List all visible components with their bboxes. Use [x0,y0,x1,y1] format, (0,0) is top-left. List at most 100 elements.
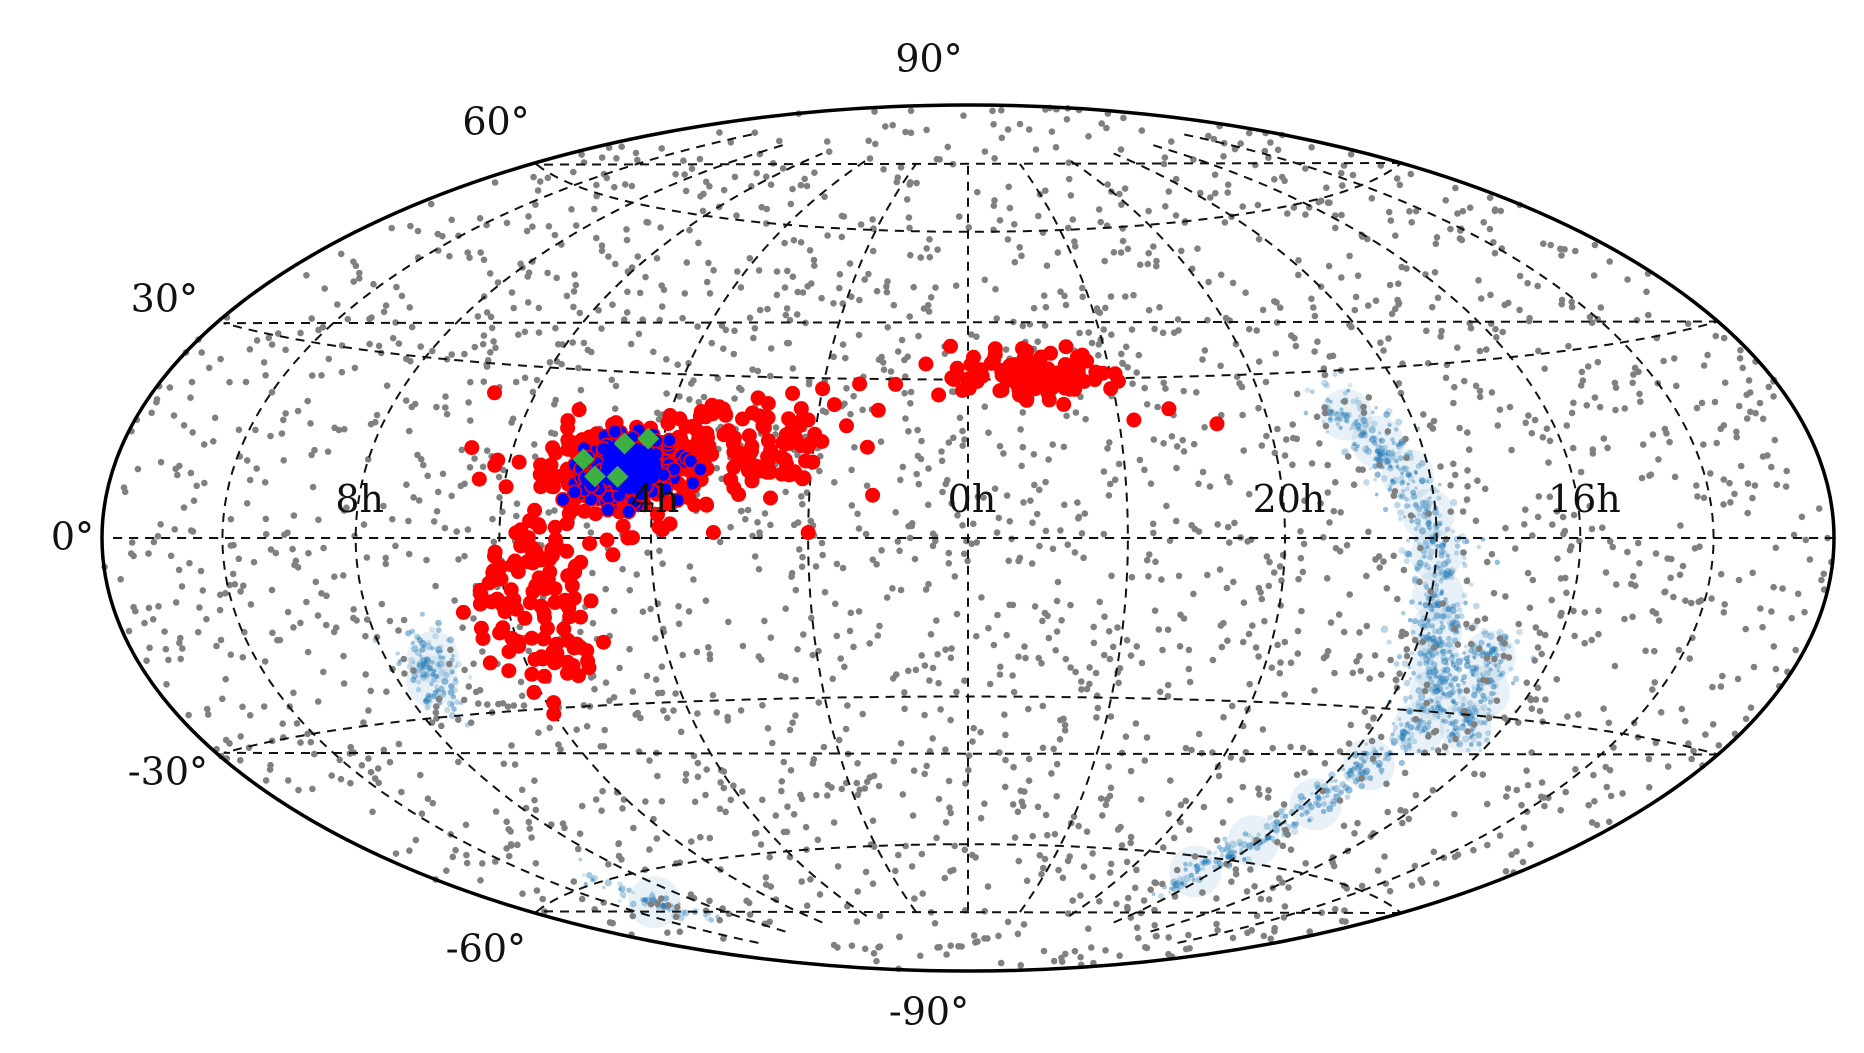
background-point [1016,120,1024,128]
density-point [629,900,637,908]
background-point [369,808,376,816]
background-point [1346,252,1353,260]
density-point [1363,776,1368,781]
background-point [1051,830,1059,838]
background-point [1534,644,1542,651]
background-point [953,610,961,618]
background-point [284,529,291,536]
background-point [1336,797,1344,804]
background-point [314,612,322,619]
background-point [918,437,925,445]
density-point [1408,677,1413,681]
background-point [960,112,967,119]
background-point [1548,596,1555,604]
density-point [1352,421,1358,427]
density-point [1427,668,1433,675]
density-point [1424,622,1431,629]
background-point [242,378,250,386]
density-point [1216,844,1222,850]
background-point [1569,444,1577,452]
background-point [884,324,891,331]
background-point [315,516,322,524]
background-point [1163,502,1170,510]
density-point [1437,482,1442,487]
density-point [1415,686,1423,695]
density-point [1452,724,1459,732]
background-point [524,299,532,306]
density-point [1396,654,1403,660]
background-point [700,393,708,401]
background-point [496,494,503,501]
background-point [1049,441,1056,448]
background-point [1364,235,1371,243]
background-point [525,818,533,826]
density-point [1426,519,1432,525]
background-point [1447,482,1454,489]
background-point [1018,462,1025,470]
density-point [1307,801,1313,807]
background-point [933,155,941,163]
density-point [1328,399,1333,404]
background-point [1337,509,1344,516]
background-point [1133,369,1140,376]
background-point [1515,620,1522,628]
background-point [217,355,224,363]
background-point [374,765,382,772]
cluster-point [695,409,710,425]
background-point [1403,652,1411,660]
background-point [1302,165,1309,172]
background-point [368,314,375,321]
density-point [436,651,442,657]
density-point [1402,466,1409,473]
cluster-point [650,506,665,522]
background-point [995,932,1002,940]
density-point [439,649,444,654]
background-point [1476,347,1484,355]
background-point [176,462,183,470]
background-point [907,388,915,396]
background-point [340,680,348,687]
background-point [751,325,759,332]
background-point [1064,224,1072,232]
density-point [395,651,400,656]
cluster-point [536,668,552,684]
background-point [605,253,612,260]
background-point [1343,541,1351,549]
background-point [325,355,333,363]
background-point [1214,521,1221,528]
background-point [1801,608,1808,616]
background-point [917,952,924,960]
background-point [654,409,661,417]
background-point [389,334,397,342]
density-point [1398,759,1405,767]
cluster-point [1057,357,1073,372]
background-point [282,410,290,417]
cluster-point [560,665,575,681]
background-point [1591,798,1598,805]
background-point [1450,399,1457,407]
density-blob [628,876,681,929]
background-point [993,315,1000,322]
background-point [1003,631,1010,639]
background-point [1274,146,1282,154]
background-point [1566,546,1574,554]
background-point [265,334,273,342]
tick-labels: 90°60°30°0°-30°-60°-90°8h 4h 0h 20h 16h [51,37,1621,1034]
density-point [1362,445,1370,453]
density-point [1423,592,1429,597]
density-point [1390,437,1395,442]
background-point [427,200,435,208]
background-point [1316,440,1323,447]
background-point [953,688,960,696]
background-point [334,301,341,308]
background-point [716,916,723,924]
background-point [155,603,162,610]
meridian-line [807,163,917,913]
background-point [1147,886,1154,893]
background-point [1093,714,1100,721]
density-point [1488,667,1493,672]
dec-tick-label: -30° [128,750,208,794]
background-point [1671,473,1679,481]
background-point [1487,291,1494,299]
density-point [1236,838,1243,845]
